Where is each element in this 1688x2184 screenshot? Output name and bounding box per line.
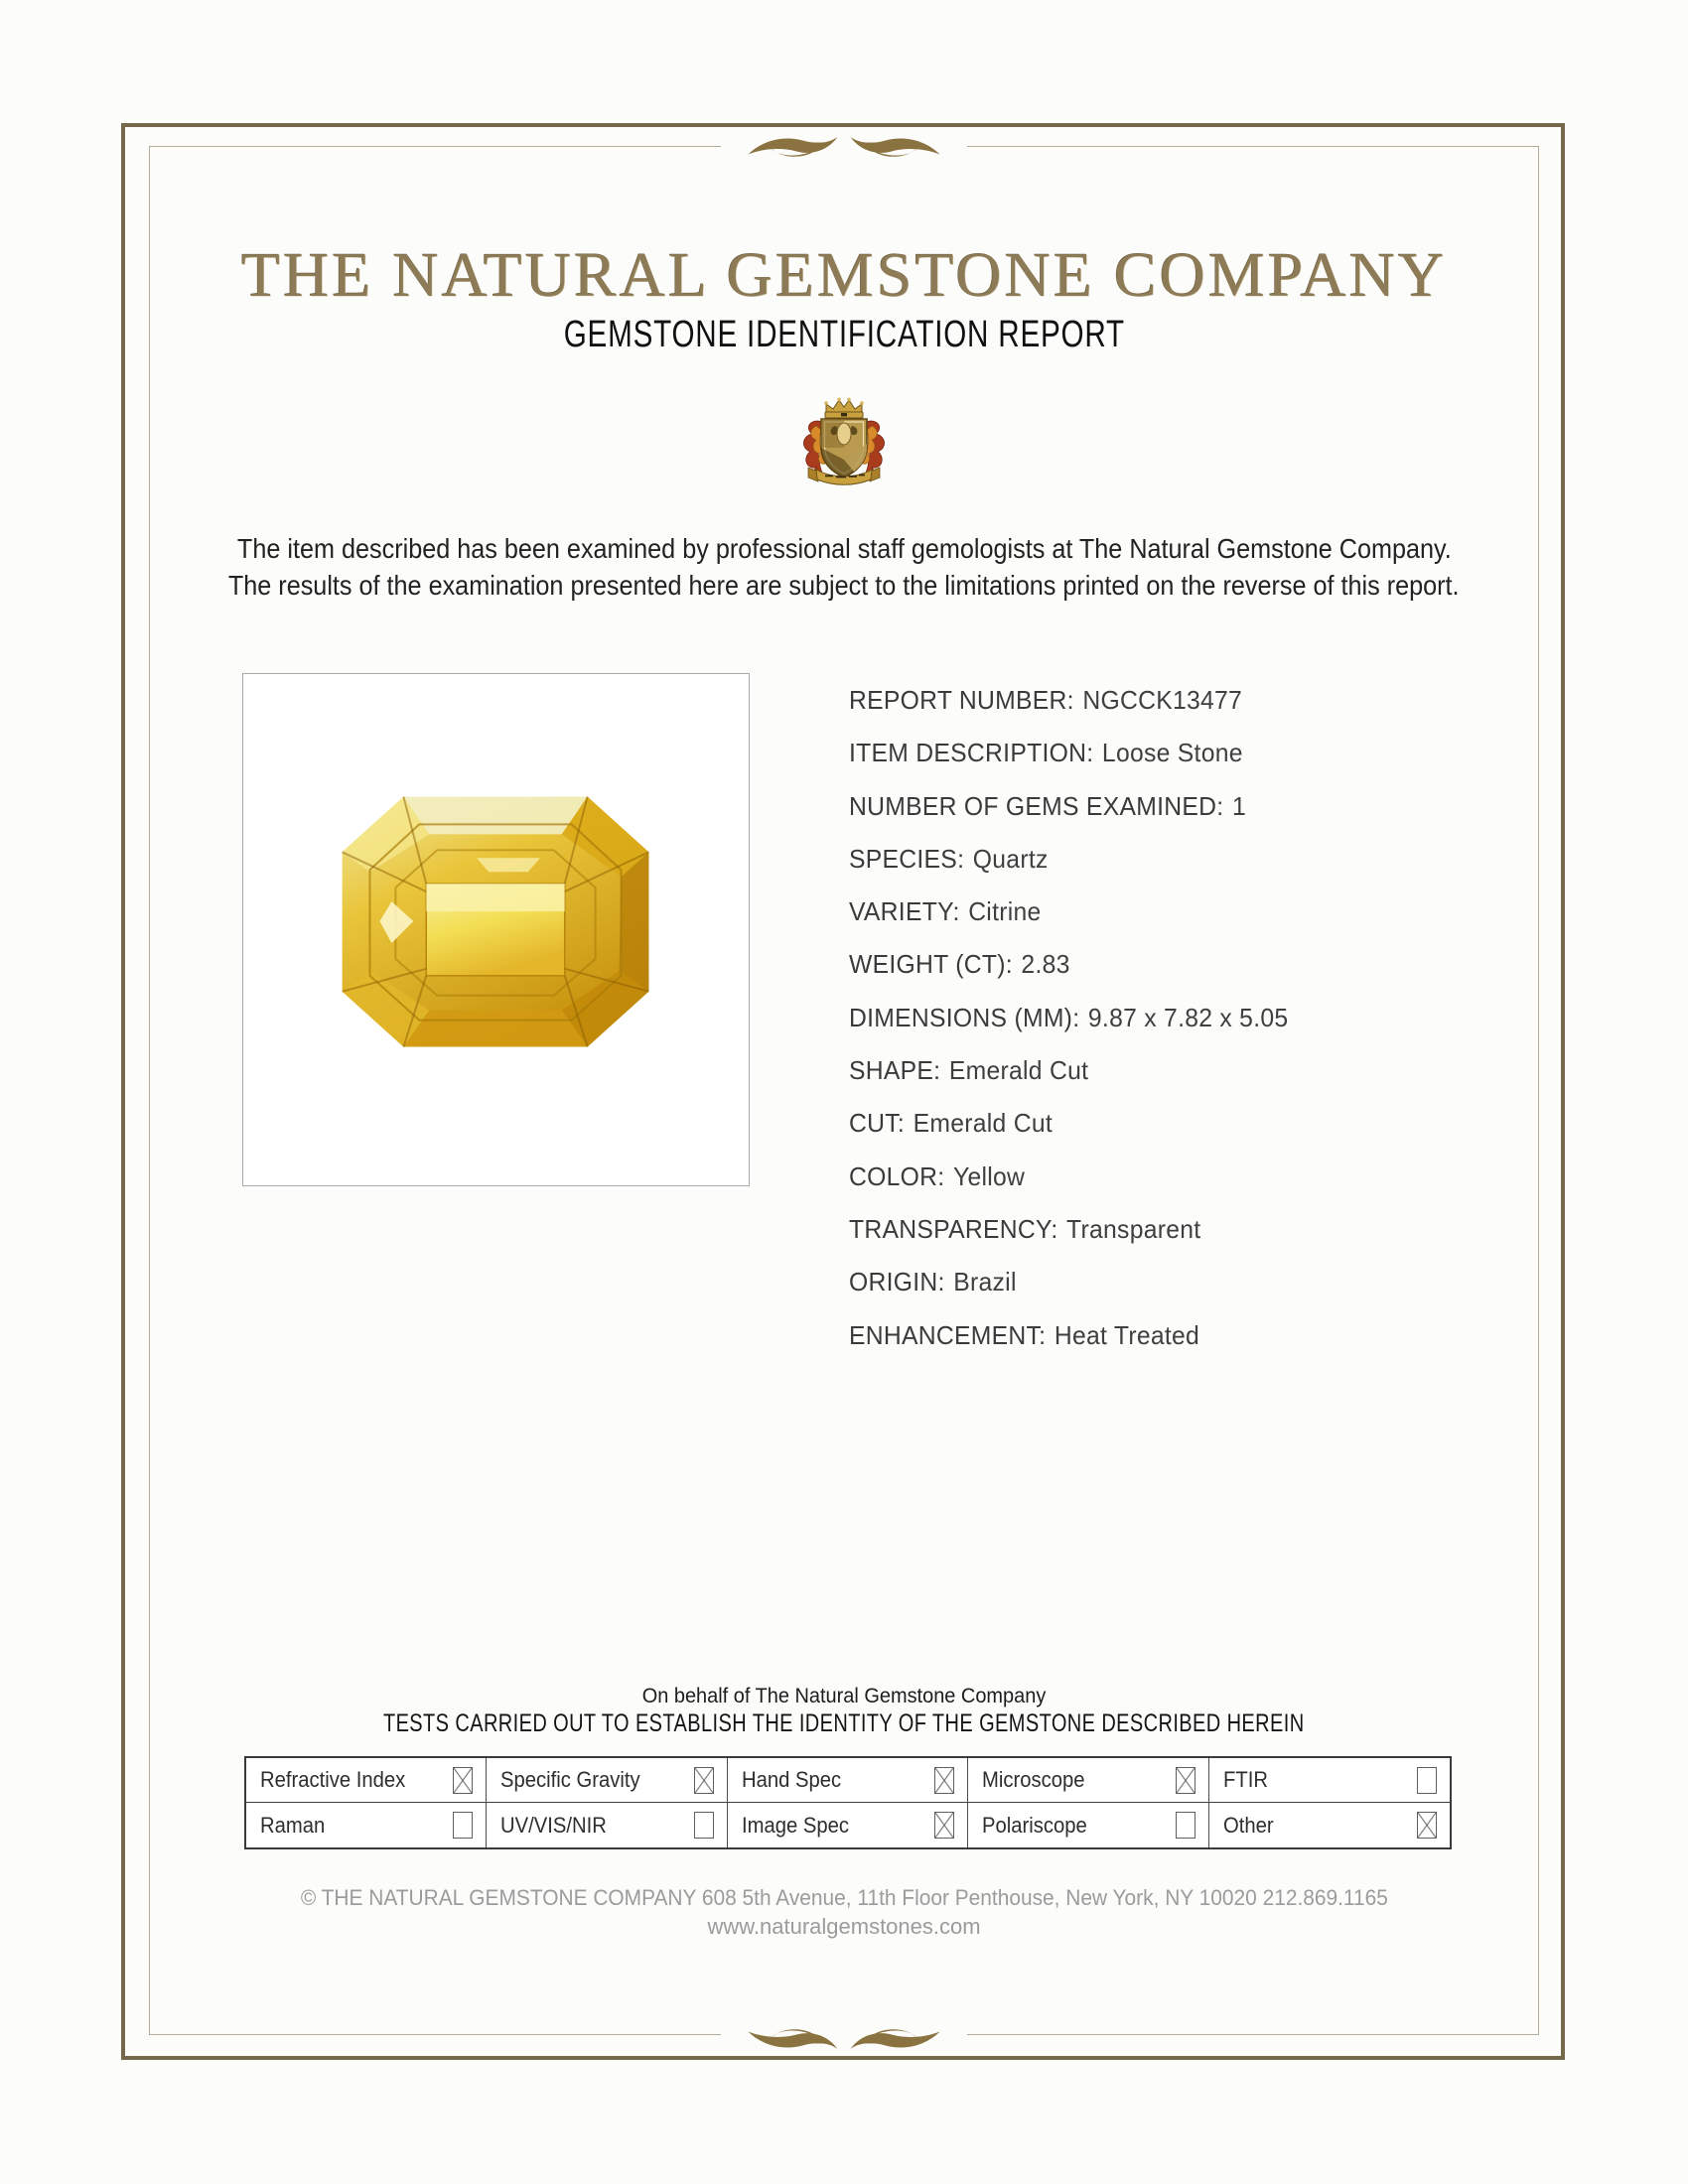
test-cell-raman: Raman xyxy=(246,1803,488,1847)
test-cell-refractive-index: Refractive Index xyxy=(246,1758,488,1803)
tests-table: Refractive Index Specific Gravity Hand S… xyxy=(244,1756,1452,1849)
test-cell-image-spec: Image Spec xyxy=(728,1803,969,1847)
test-cell-specific-gravity: Specific Gravity xyxy=(487,1758,728,1803)
checkbox-polariscope xyxy=(1175,1812,1196,1839)
field-enhancement: ENHANCEMENT: Heat Treated xyxy=(849,1319,1200,1350)
on-behalf-line: On behalf of The Natural Gemstone Compan… xyxy=(641,1685,1047,1707)
checkbox-hand-spec xyxy=(934,1766,955,1794)
field-transparency: TRANSPARENCY: Transparent xyxy=(849,1213,1201,1244)
field-color: COLOR: Yellow xyxy=(849,1160,1026,1191)
test-cell-hand-spec: Hand Spec xyxy=(727,1758,969,1803)
field-variety: VARIETY: Citrine xyxy=(849,896,1042,927)
field-origin: ORIGIN: Brazil xyxy=(849,1267,1017,1297)
report-title: GEMSTONE IDENTIFICATION REPORT xyxy=(0,314,1688,356)
checkbox-image-spec xyxy=(934,1812,955,1839)
flourish-icon xyxy=(748,2029,940,2049)
intro-line-2: The results of the examination presented… xyxy=(228,570,1460,601)
checkbox-ftir xyxy=(1416,1766,1437,1794)
report-fields: REPORT NUMBER: NGCCK13477 ITEM DESCRIPTIO… xyxy=(849,685,1453,1373)
checkbox-refractive-index xyxy=(453,1766,474,1794)
field-number-of-gems: NUMBER OF GEMS EXAMINED: 1 xyxy=(849,790,1246,821)
field-weight: WEIGHT (CT): 2.83 xyxy=(849,949,1070,980)
company-crest-logo xyxy=(792,396,896,489)
test-cell-other: Other xyxy=(1209,1803,1450,1847)
citrine-gem-image xyxy=(342,796,649,1047)
checkbox-uv-vis-nir xyxy=(693,1812,714,1839)
footer-website: www.naturalgemstones.com xyxy=(707,1914,981,1939)
checkbox-specific-gravity xyxy=(693,1766,714,1794)
report-title-text: GEMSTONE IDENTIFICATION REPORT xyxy=(563,314,1125,355)
top-flourish-ornament xyxy=(721,131,967,165)
test-cell-polariscope: Polariscope xyxy=(968,1803,1209,1847)
company-title: THE NATURAL GEMSTONE COMPANY xyxy=(240,239,1448,310)
test-cell-uv-vis-nir: UV/VIS/NIR xyxy=(487,1803,728,1847)
field-dimensions: DIMENSIONS (MM): 9.87 x 7.82 x 5.05 xyxy=(849,1002,1289,1032)
field-shape: SHAPE: Emerald Cut xyxy=(849,1055,1089,1086)
test-cell-ftir: FTIR xyxy=(1208,1758,1450,1803)
bottom-flourish-ornament xyxy=(721,2021,967,2055)
test-cell-microscope: Microscope xyxy=(968,1758,1209,1803)
checkbox-microscope xyxy=(1175,1766,1196,1794)
checkbox-other xyxy=(1416,1812,1437,1839)
intro-paragraph: The item described has been examined by … xyxy=(0,530,1688,604)
crest-icon xyxy=(803,397,885,485)
tests-heading: TESTS CARRIED OUT TO ESTABLISH THE IDENT… xyxy=(383,1709,1305,1737)
outer-border-frame xyxy=(121,123,1565,2060)
flourish-icon xyxy=(748,137,940,157)
footer-address: © THE NATURAL GEMSTONE COMPANY 608 5th A… xyxy=(300,1885,1388,1910)
intro-line-1: The item described has been examined by … xyxy=(236,533,1452,564)
gemstone-photo xyxy=(242,673,750,1186)
field-report-number: REPORT NUMBER: NGCCK13477 xyxy=(849,685,1243,715)
checkbox-raman xyxy=(453,1812,474,1839)
field-species: SPECIES: Quartz xyxy=(849,843,1049,874)
field-item-description: ITEM DESCRIPTION: Loose Stone xyxy=(849,738,1243,768)
field-cut: CUT: Emerald Cut xyxy=(849,1108,1054,1139)
